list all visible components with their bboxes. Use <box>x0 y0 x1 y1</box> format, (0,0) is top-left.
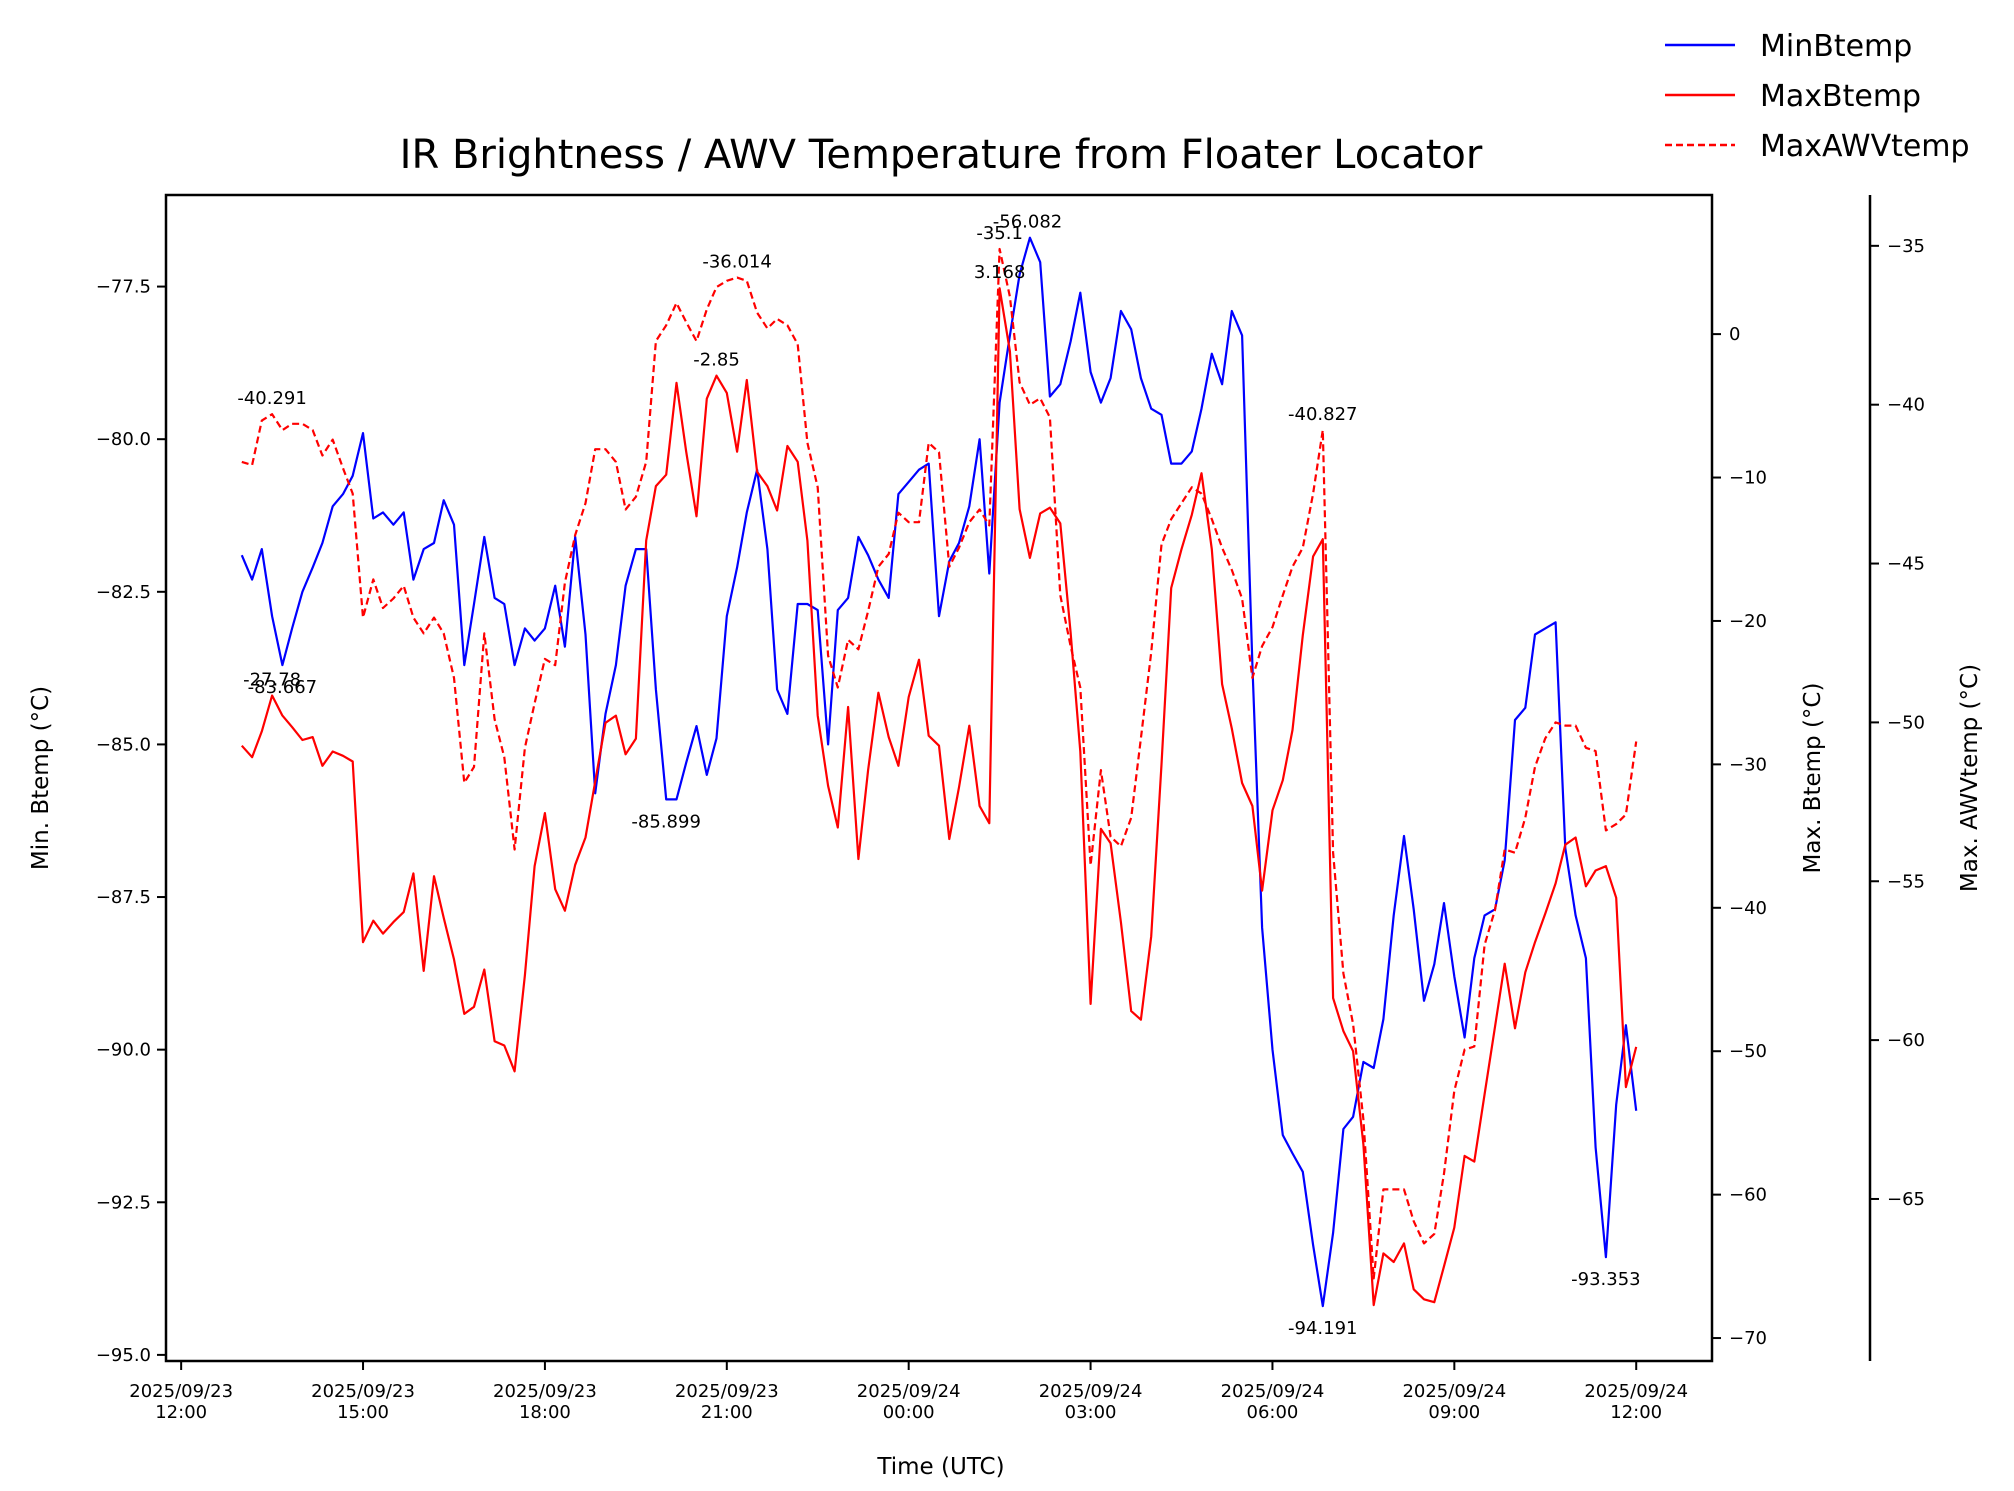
right1-tick-label: −40 <box>1729 898 1767 919</box>
x-tick-label-time: 15:00 <box>337 1402 389 1423</box>
series-line-maxbtemp <box>240 287 1638 1307</box>
series-line-maxawvtemp <box>241 247 1638 1280</box>
x-tick-label-date: 2025/09/23 <box>675 1381 779 1402</box>
data-label: -56.082 <box>993 212 1062 233</box>
x-tick-label-date: 2025/09/24 <box>1402 1381 1506 1402</box>
series-line-minbtemp <box>240 236 1638 1308</box>
data-label: -83.667 <box>248 677 317 698</box>
x-tick-label-date: 2025/09/24 <box>1221 1381 1325 1402</box>
right2-axis-label: Max. AWVtemp (°C) <box>1957 664 1983 892</box>
x-tick-label-date: 2025/09/23 <box>311 1381 415 1402</box>
x-tick-label-time: 21:00 <box>701 1402 753 1423</box>
data-label: -36.014 <box>702 252 771 273</box>
x-tick-label-date: 2025/09/24 <box>1584 1381 1688 1402</box>
data-label: -40.291 <box>237 388 306 409</box>
right1-tick-label: −70 <box>1729 1328 1767 1349</box>
plot-area: -83.667 -85.899 -56.082 -94.191 -93.353 -27.7… <box>237 212 1640 1339</box>
right2-tick-label: −35 <box>1887 236 1925 257</box>
x-tick-label-time: 12:00 <box>1610 1402 1662 1423</box>
left-tick-label: −77.5 <box>96 277 151 298</box>
right1-tick-label: −30 <box>1729 754 1767 775</box>
left-tick-label: −95.0 <box>96 1345 151 1366</box>
x-tick-label-time: 00:00 <box>883 1402 935 1423</box>
left-tick-label: −90.0 <box>96 1040 151 1061</box>
axes: 2025/09/2312:002025/09/2315:002025/09/23… <box>28 195 1983 1423</box>
legend-label-maxbtemp: MaxBtemp <box>1760 79 1921 114</box>
x-tick-label-time: 12:00 <box>155 1402 207 1423</box>
right1-tick-label: −20 <box>1729 611 1767 632</box>
x-tick-label-date: 2025/09/23 <box>493 1381 597 1402</box>
left-tick-label: −82.5 <box>96 582 151 603</box>
legend-label-maxawvtemp: MaxAWVtemp <box>1760 129 1970 164</box>
x-tick-label-date: 2025/09/24 <box>857 1381 961 1402</box>
data-label: -93.353 <box>1571 1269 1640 1290</box>
right2-tick-label: −40 <box>1887 395 1925 416</box>
right1-tick-label: 0 <box>1729 324 1740 345</box>
x-axis-label: Time (UTC) <box>876 1454 1004 1480</box>
x-tick-label-time: 03:00 <box>1065 1402 1117 1423</box>
right2-tick-label: −65 <box>1887 1189 1925 1210</box>
right2-tick-label: −50 <box>1887 712 1925 733</box>
data-label: -94.191 <box>1288 1318 1357 1339</box>
data-label: -27.78 <box>243 670 301 691</box>
left-tick-label: −85.0 <box>96 734 151 755</box>
right1-tick-label: −10 <box>1729 468 1767 489</box>
right1-tick-label: −50 <box>1729 1041 1767 1062</box>
left-tick-label: −87.5 <box>96 887 151 908</box>
x-tick-label-date: 2025/09/24 <box>1039 1381 1143 1402</box>
x-tick-label-time: 06:00 <box>1247 1402 1299 1423</box>
data-label: -2.85 <box>693 350 740 371</box>
x-tick-label-time: 09:00 <box>1428 1402 1480 1423</box>
chart-title: IR Brightness / AWV Temperature from Flo… <box>400 132 1483 178</box>
plot-frame <box>164 193 1714 1363</box>
right2-tick-label: −55 <box>1887 871 1925 892</box>
x-tick-label-date: 2025/09/23 <box>129 1381 233 1402</box>
data-label: -40.827 <box>1288 404 1357 425</box>
left-tick-label: −80.0 <box>96 429 151 450</box>
right2-tick-label: −45 <box>1887 554 1925 575</box>
data-label: -35.1 <box>976 223 1023 244</box>
data-label: -85.899 <box>631 811 700 832</box>
left-tick-label: −92.5 <box>96 1192 151 1213</box>
legend-label-minbtemp: MinBtemp <box>1760 29 1912 64</box>
right1-tick-label: −60 <box>1729 1185 1767 1206</box>
right2-tick-label: −60 <box>1887 1030 1925 1051</box>
data-label: 3.168 <box>974 262 1026 283</box>
left-axis-label: Min. Btemp (°C) <box>28 686 54 870</box>
x-tick-label-time: 18:00 <box>519 1402 571 1423</box>
right1-axis-label: Max. Btemp (°C) <box>1800 683 1826 874</box>
legend: MinBtemp MaxBtemp MaxAWVtemp <box>1665 29 1970 164</box>
